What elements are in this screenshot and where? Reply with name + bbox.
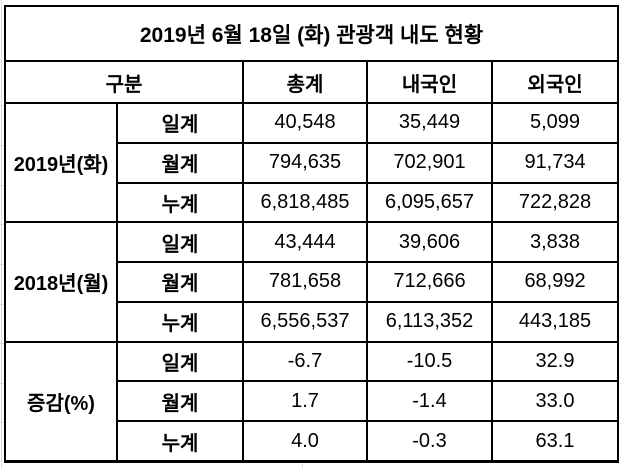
table-row: 월계 1.7 -1.4 33.0 [5, 380, 620, 422]
title-row: 2019년 6월 18일 (화) 관광객 내도 현황 [3, 5, 620, 62]
sheet-gridline-stub [0, 343, 4, 344]
value-cell: 4.0 [242, 420, 368, 463]
header-foreign: 외국인 [490, 60, 620, 104]
value-cell: 6,556,537 [242, 300, 368, 343]
value-cell: 91,734 [490, 141, 620, 184]
sheet-gridline-stub [0, 264, 4, 265]
sheet-gridline-vertical [1, 0, 2, 468]
sheet-gridline-stub [0, 304, 4, 305]
sheet-gridline-stub [0, 422, 4, 423]
value-cell: 6,113,352 [366, 300, 493, 343]
value-cell: 1.7 [242, 380, 368, 422]
value-cell: 43,444 [242, 221, 368, 263]
sheet-gridline-stub [0, 145, 4, 146]
header-row: 구분 총계 내국인 외국인 [4, 60, 620, 104]
value-cell: 6,095,657 [366, 181, 493, 224]
sheet-gridline-stub [0, 383, 4, 384]
value-cell: 68,992 [490, 261, 620, 303]
table-title: 2019년 6월 18일 (화) 관광객 내도 현황 [3, 5, 620, 62]
table-row: 누계 6,556,537 6,113,352 443,185 [5, 300, 620, 343]
tourist-arrivals-table: 2019년 6월 18일 (화) 관광객 내도 현황 구분 총계 내국인 외국인… [3, 5, 620, 463]
group-label-2018: 2018년(월) [4, 221, 118, 343]
sheet-gridline-stub [0, 185, 4, 186]
table-row: 월계 794,635 702,901 91,734 [5, 141, 620, 184]
value-cell: -0.3 [366, 420, 493, 463]
value-cell: 3,838 [490, 221, 620, 263]
value-cell: 33.0 [490, 380, 620, 422]
row-label: 월계 [116, 261, 244, 303]
row-label: 누계 [116, 300, 244, 343]
value-cell: 781,658 [242, 261, 368, 303]
header-gubun: 구분 [4, 60, 244, 104]
value-cell: 63.1 [490, 420, 620, 463]
value-cell: 794,635 [242, 141, 368, 184]
table-row: 2019년(화) 일계 40,548 35,449 5,099 [4, 101, 620, 224]
value-cell: 5,099 [490, 102, 620, 144]
table-row: 누계 4.0 -0.3 63.1 [5, 420, 620, 463]
value-cell: 702,901 [366, 141, 493, 184]
value-cell: 39,606 [366, 221, 493, 263]
value-cell: 712,666 [366, 261, 493, 303]
value-cell: -6.7 [242, 340, 368, 383]
sheet-gridline-stub [302, 464, 303, 468]
group-label-change: 증감(%) [4, 340, 118, 463]
sheet-gridline-stub [0, 224, 4, 225]
table-row: 2018년(월) 일계 43,444 39,606 3,838 [4, 221, 620, 343]
row-label: 누계 [116, 420, 244, 463]
table-row: 증감(%) 일계 -6.7 -10.5 32.9 [4, 340, 620, 463]
value-cell: 722,828 [490, 181, 620, 224]
row-label: 월계 [116, 380, 244, 422]
row-label: 일계 [116, 221, 244, 263]
table-row: 월계 781,658 712,666 68,992 [5, 261, 620, 303]
value-cell: -10.5 [366, 340, 493, 383]
value-cell: 40,548 [242, 102, 368, 144]
value-cell: -1.4 [366, 380, 493, 422]
group-label-2019: 2019년(화) [4, 101, 118, 224]
row-label: 누계 [116, 181, 244, 224]
value-cell: 6,818,485 [242, 181, 368, 224]
value-cell: 32.9 [490, 340, 620, 383]
row-label: 월계 [116, 141, 244, 184]
header-total: 총계 [242, 60, 368, 104]
sheet-gridline-stub [0, 105, 4, 106]
row-label: 일계 [116, 102, 244, 144]
header-domestic: 내국인 [366, 60, 493, 104]
row-label: 일계 [116, 340, 244, 383]
value-cell: 443,185 [490, 300, 620, 343]
value-cell: 35,449 [366, 102, 493, 144]
table-row: 누계 6,818,485 6,095,657 722,828 [5, 181, 620, 224]
